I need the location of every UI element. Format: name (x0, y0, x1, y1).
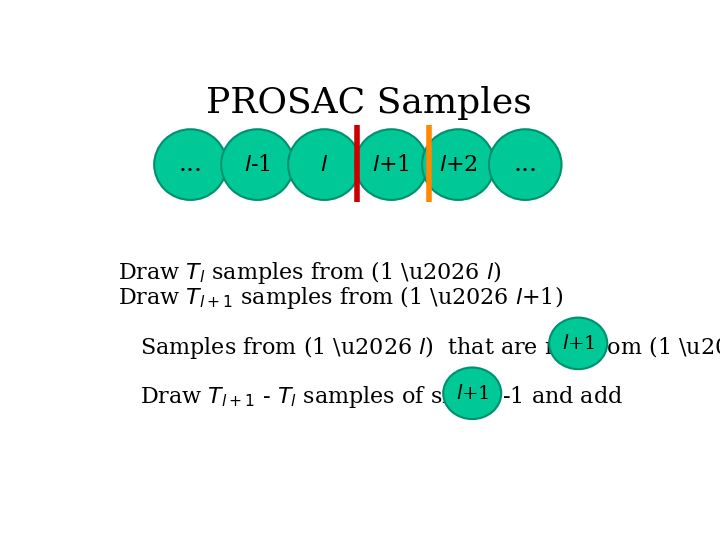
Text: $\it{l}$+1: $\it{l}$+1 (372, 153, 410, 176)
Text: $\it{l}$+2: $\it{l}$+2 (439, 153, 477, 176)
Text: Draw $T_{\it{l}}$ samples from (1 \u2026 $\it{l}$): Draw $T_{\it{l}}$ samples from (1 \u2026… (118, 259, 501, 286)
Text: $\it{l}$+1: $\it{l}$+1 (562, 334, 595, 353)
Ellipse shape (288, 129, 361, 200)
Ellipse shape (221, 129, 294, 200)
Text: Draw $T_{\it{l}+1}$ samples from (1 \u2026 $\it{l}$+1): Draw $T_{\it{l}+1}$ samples from (1 \u20… (118, 284, 563, 311)
Text: ...: ... (513, 153, 537, 176)
Text: $\it{l}$-1: $\it{l}$-1 (244, 153, 271, 176)
Ellipse shape (422, 129, 495, 200)
Ellipse shape (154, 129, 227, 200)
Text: Draw $T_{\it{l}+1}$ - $T_{\it{l}}$ samples of size $\it{m}$-1 and add: Draw $T_{\it{l}+1}$ - $T_{\it{l}}$ sampl… (140, 384, 624, 410)
Ellipse shape (489, 129, 562, 200)
Ellipse shape (444, 368, 501, 419)
Text: $\it{l}$: $\it{l}$ (320, 153, 328, 176)
Ellipse shape (549, 318, 607, 369)
Text: PROSAC Samples: PROSAC Samples (206, 85, 532, 119)
Text: ...: ... (179, 153, 202, 176)
Text: Samples from (1 \u2026 $\it{l}$)  that are not from (1 \u2026 $\it{l}$+1) contai: Samples from (1 \u2026 $\it{l}$) that ar… (140, 334, 720, 361)
Ellipse shape (355, 129, 428, 200)
Text: $\it{l}$+1: $\it{l}$+1 (456, 384, 489, 403)
